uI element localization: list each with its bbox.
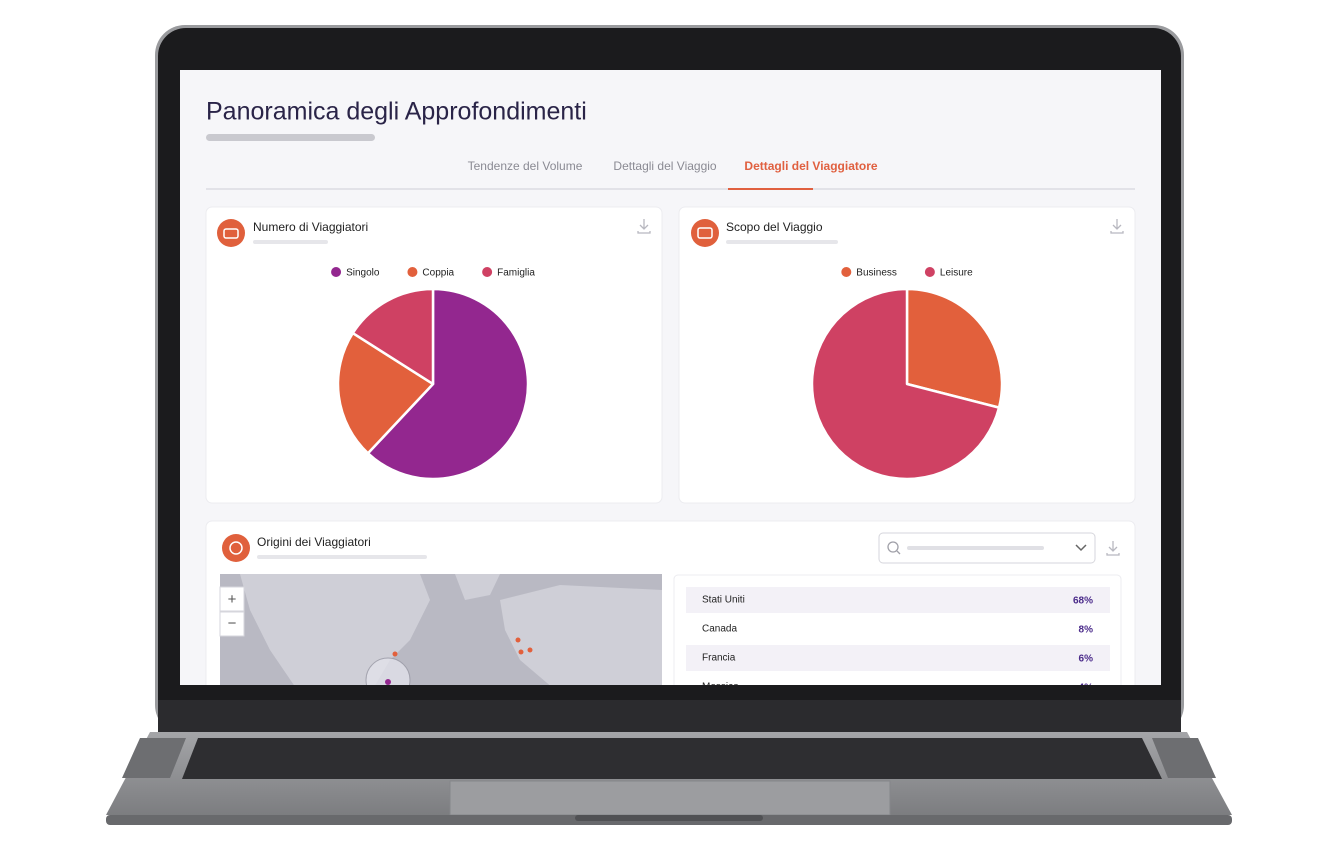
download-icon[interactable] [1106,541,1120,556]
zoom-out-label: − [228,615,237,632]
page-title: Panoramica degli Approfondimenti [206,98,587,126]
icon-glyph [229,541,243,555]
pie-slice [810,287,1001,481]
download-icon[interactable] [637,219,651,234]
placeholder [257,555,427,559]
speaker [122,738,186,778]
legend-label: Famiglia [497,268,535,279]
hinge [158,700,1181,732]
card-title: Origini dei Viaggiatori [257,535,371,549]
placeholder [206,134,375,141]
placeholder [253,240,328,244]
card-title: Scopo del Viaggio [726,220,823,234]
placeholder [726,240,838,244]
card-title: Numero di Viaggiatori [253,220,368,234]
map-land [500,585,662,685]
pie-slice [336,331,435,455]
row-bg [686,587,1110,613]
map-marker[interactable] [518,649,524,655]
legend-label: Business [856,268,897,279]
speaker [1152,738,1216,778]
pie-slice [351,287,435,386]
legend: Business Leisure [841,267,973,279]
zoom-in-button[interactable] [219,586,245,612]
card-icon [217,219,245,247]
legend-dot [841,267,852,277]
pie-slice [366,287,530,481]
zoom-in-label: + [228,591,237,608]
tab[interactable]: Tendenze del Volume [468,159,583,173]
map-marker[interactable] [515,637,521,643]
icon-glyph [697,227,713,239]
keyboard [182,738,1162,779]
tab[interactable]: Dettagli del Viaggio [613,159,717,173]
legend-label: Singolo [346,268,380,279]
download-icon[interactable] [1110,219,1124,234]
notch [575,815,763,821]
pie-slice [905,287,1004,409]
search-icon [887,541,899,553]
map-marker[interactable] [392,651,398,657]
map-highlight [365,657,411,685]
row-bg [686,645,1110,671]
country: Messico [702,682,739,693]
charts: Singolo Coppia Famiglia Business Leisure [331,267,1004,481]
icon-glyph [223,228,239,239]
screen: Panoramica degli Approfondimenti Tendenz… [180,70,1161,694]
legend-label: Coppia [422,268,454,279]
share: 6% [1079,654,1094,665]
share: 68% [1073,596,1093,607]
legend-dot [407,267,418,277]
card-icon [222,534,250,562]
placeholder [907,546,1044,550]
map-marker[interactable] [385,679,391,685]
origins-table: Stati Uniti 68% Canada 8% Francia 6% Messico 4% [686,587,1110,694]
country: Canada [702,624,737,635]
map-marker[interactable] [527,647,533,653]
legend-dot [924,267,935,277]
tab-active[interactable]: Dettagli del Viaggiatore [744,159,877,173]
zoom-out-button[interactable] [219,611,245,637]
chevron [1075,544,1087,552]
trackpad [449,780,891,816]
country: Francia [702,653,736,664]
map-land [455,574,500,600]
legend: Singolo Coppia Famiglia [331,267,535,279]
legend-dot [331,267,342,277]
map-land [240,574,430,685]
country: Stati Uniti [702,595,745,606]
share: 4% [1079,683,1094,694]
card-icon [691,219,719,247]
search-icon [896,550,901,555]
share: 8% [1079,625,1094,636]
legend-dot [482,267,493,277]
legend-label: Leisure [940,268,973,279]
